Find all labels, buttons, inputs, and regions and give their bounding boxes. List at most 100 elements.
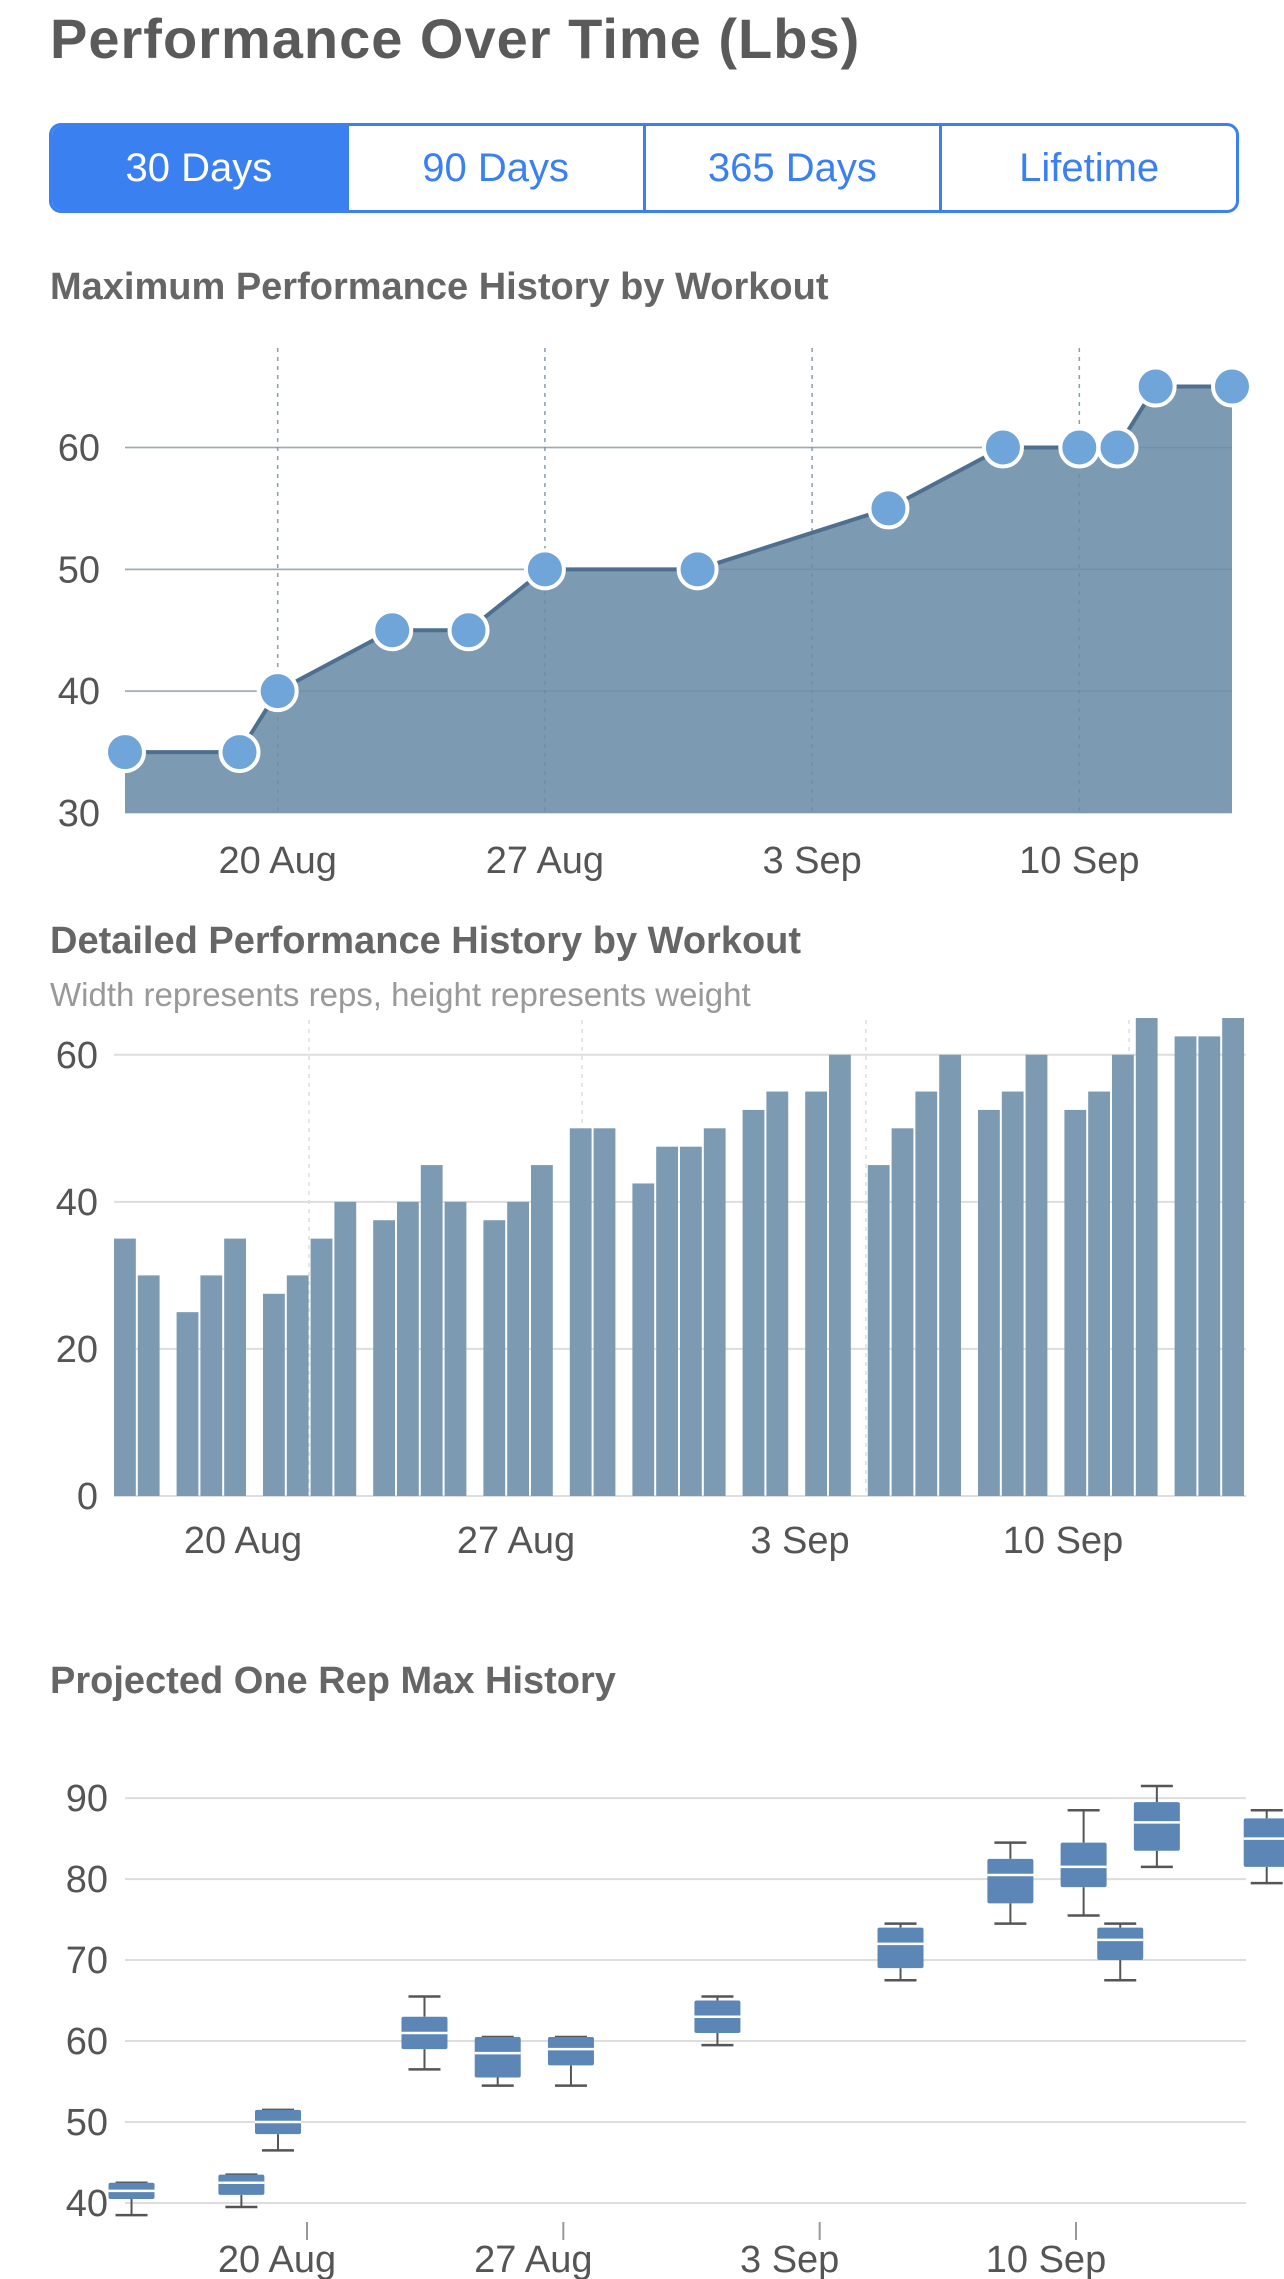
set-bar <box>483 1220 506 1496</box>
set-bar <box>891 1128 914 1496</box>
data-point <box>523 548 566 591</box>
time-range-segmented-control: 30 Days 90 Days 365 Days Lifetime <box>49 123 1239 213</box>
y-tick-label: 90 <box>66 1778 108 1820</box>
set-bar <box>1025 1054 1048 1496</box>
iqr-box <box>218 2174 265 2195</box>
y-tick-label: 50 <box>66 2102 108 2144</box>
detailed-performance-chart-subtitle: Width represents reps, height represents… <box>50 976 751 1013</box>
set-bar <box>114 1238 136 1496</box>
set-bar <box>1222 1018 1244 1496</box>
area-fill <box>125 386 1232 813</box>
set-bar <box>1064 1109 1087 1496</box>
set-bar <box>373 1220 395 1496</box>
set-bar <box>915 1091 938 1496</box>
y-tick-label: 20 <box>56 1329 98 1371</box>
data-point <box>1096 426 1139 469</box>
set-bar <box>805 1091 827 1496</box>
x-tick-label: 10 Sep <box>1003 1520 1123 1562</box>
detailed-performance-chart-title: Detailed Performance History by Workout <box>50 920 802 962</box>
data-point <box>1134 365 1177 408</box>
set-bar <box>1088 1091 1110 1496</box>
y-tick-label: 0 <box>77 1476 98 1518</box>
data-point <box>676 548 719 591</box>
set-bar <box>137 1275 160 1496</box>
set-bar <box>176 1312 199 1496</box>
y-tick-label: 60 <box>58 427 100 469</box>
set-bar <box>766 1091 789 1496</box>
set-bar <box>593 1128 616 1496</box>
iqr-box <box>987 1858 1034 1904</box>
x-tick-label: 20 Aug <box>219 840 337 882</box>
data-point <box>256 670 299 713</box>
set-bar <box>1112 1054 1134 1496</box>
y-tick-label: 40 <box>66 2183 108 2225</box>
iqr-box <box>474 2036 521 2078</box>
y-tick-label: 40 <box>58 671 100 713</box>
x-tick-label: 20 Aug <box>218 2239 336 2279</box>
y-tick-label: 60 <box>56 1035 98 1077</box>
set-bar <box>224 1238 246 1496</box>
set-bar <box>444 1201 467 1496</box>
iqr-box <box>1133 1802 1180 1851</box>
max-performance-chart: 20 Aug 27 Aug 3 Sep 10 Sep 30 40 50 60 <box>58 348 1253 882</box>
set-bar <box>680 1146 702 1496</box>
data-point <box>218 731 261 774</box>
set-bar <box>1174 1036 1197 1496</box>
iqr-box <box>877 1927 924 1969</box>
x-tick-label: 3 Sep <box>750 1520 849 1562</box>
set-bar <box>507 1201 529 1496</box>
set-bar <box>286 1275 309 1496</box>
x-tick-label: 20 Aug <box>184 1520 302 1562</box>
x-tick-label: 3 Sep <box>740 2239 839 2279</box>
iqr-box <box>1097 1927 1144 1961</box>
set-bar <box>829 1054 851 1496</box>
set-bar <box>632 1183 655 1496</box>
x-tick-label: 27 Aug <box>486 840 604 882</box>
max-performance-chart-title: Maximum Performance History by Workout <box>50 266 829 308</box>
iqr-box <box>1243 1818 1284 1867</box>
projected-1rm-chart-title: Projected One Rep Max History <box>50 1660 616 1702</box>
page-title: Performance Over Time (Lbs) <box>50 7 861 70</box>
set-bar <box>569 1128 592 1496</box>
data-point <box>447 609 490 652</box>
data-point <box>371 609 414 652</box>
y-tick-label: 50 <box>58 549 100 591</box>
set-bar <box>334 1201 357 1496</box>
x-tick-label: 3 Sep <box>762 840 861 882</box>
projected-1rm-chart: 40 50 60 70 80 90 20 Aug 27 Aug 3 Sep 10 Sep <box>66 1778 1284 2279</box>
data-point <box>867 487 910 530</box>
set-bar <box>656 1146 678 1496</box>
set-bar <box>263 1293 285 1496</box>
set-bar <box>867 1165 890 1496</box>
set-bar <box>939 1054 961 1496</box>
set-bar <box>397 1201 419 1496</box>
set-bar <box>1001 1091 1024 1496</box>
x-tick-label: 27 Aug <box>457 1520 575 1562</box>
x-tick-label: 27 Aug <box>474 2239 592 2279</box>
set-bar <box>531 1165 553 1496</box>
data-point <box>104 731 146 774</box>
tab-30-days[interactable]: 30 Days <box>52 126 346 210</box>
y-tick-label: 30 <box>58 793 100 835</box>
detailed-performance-chart: 0 20 40 60 20 Aug 27 Aug 3 Sep 10 Sep <box>56 1018 1246 1562</box>
x-tick-label: 10 Sep <box>986 2239 1106 2279</box>
data-point <box>1211 365 1253 408</box>
tab-90-days[interactable]: 90 Days <box>345 126 643 210</box>
tab-365-days[interactable]: 365 Days <box>642 126 940 210</box>
set-bar <box>310 1238 333 1496</box>
set-bar <box>200 1275 223 1496</box>
set-bar <box>742 1109 765 1496</box>
set-bar <box>1198 1036 1221 1496</box>
data-point <box>1058 426 1101 469</box>
set-bar <box>1135 1018 1158 1496</box>
x-tick-label: 10 Sep <box>1019 840 1139 882</box>
y-tick-label: 40 <box>56 1182 98 1224</box>
iqr-box <box>1060 1842 1107 1888</box>
data-point <box>981 426 1024 469</box>
tab-lifetime[interactable]: Lifetime <box>939 126 1236 210</box>
y-tick-label: 70 <box>66 1940 108 1982</box>
y-tick-label: 60 <box>66 2021 108 2063</box>
iqr-box <box>547 2036 594 2066</box>
set-bar <box>978 1109 1000 1496</box>
set-bar <box>420 1165 443 1496</box>
